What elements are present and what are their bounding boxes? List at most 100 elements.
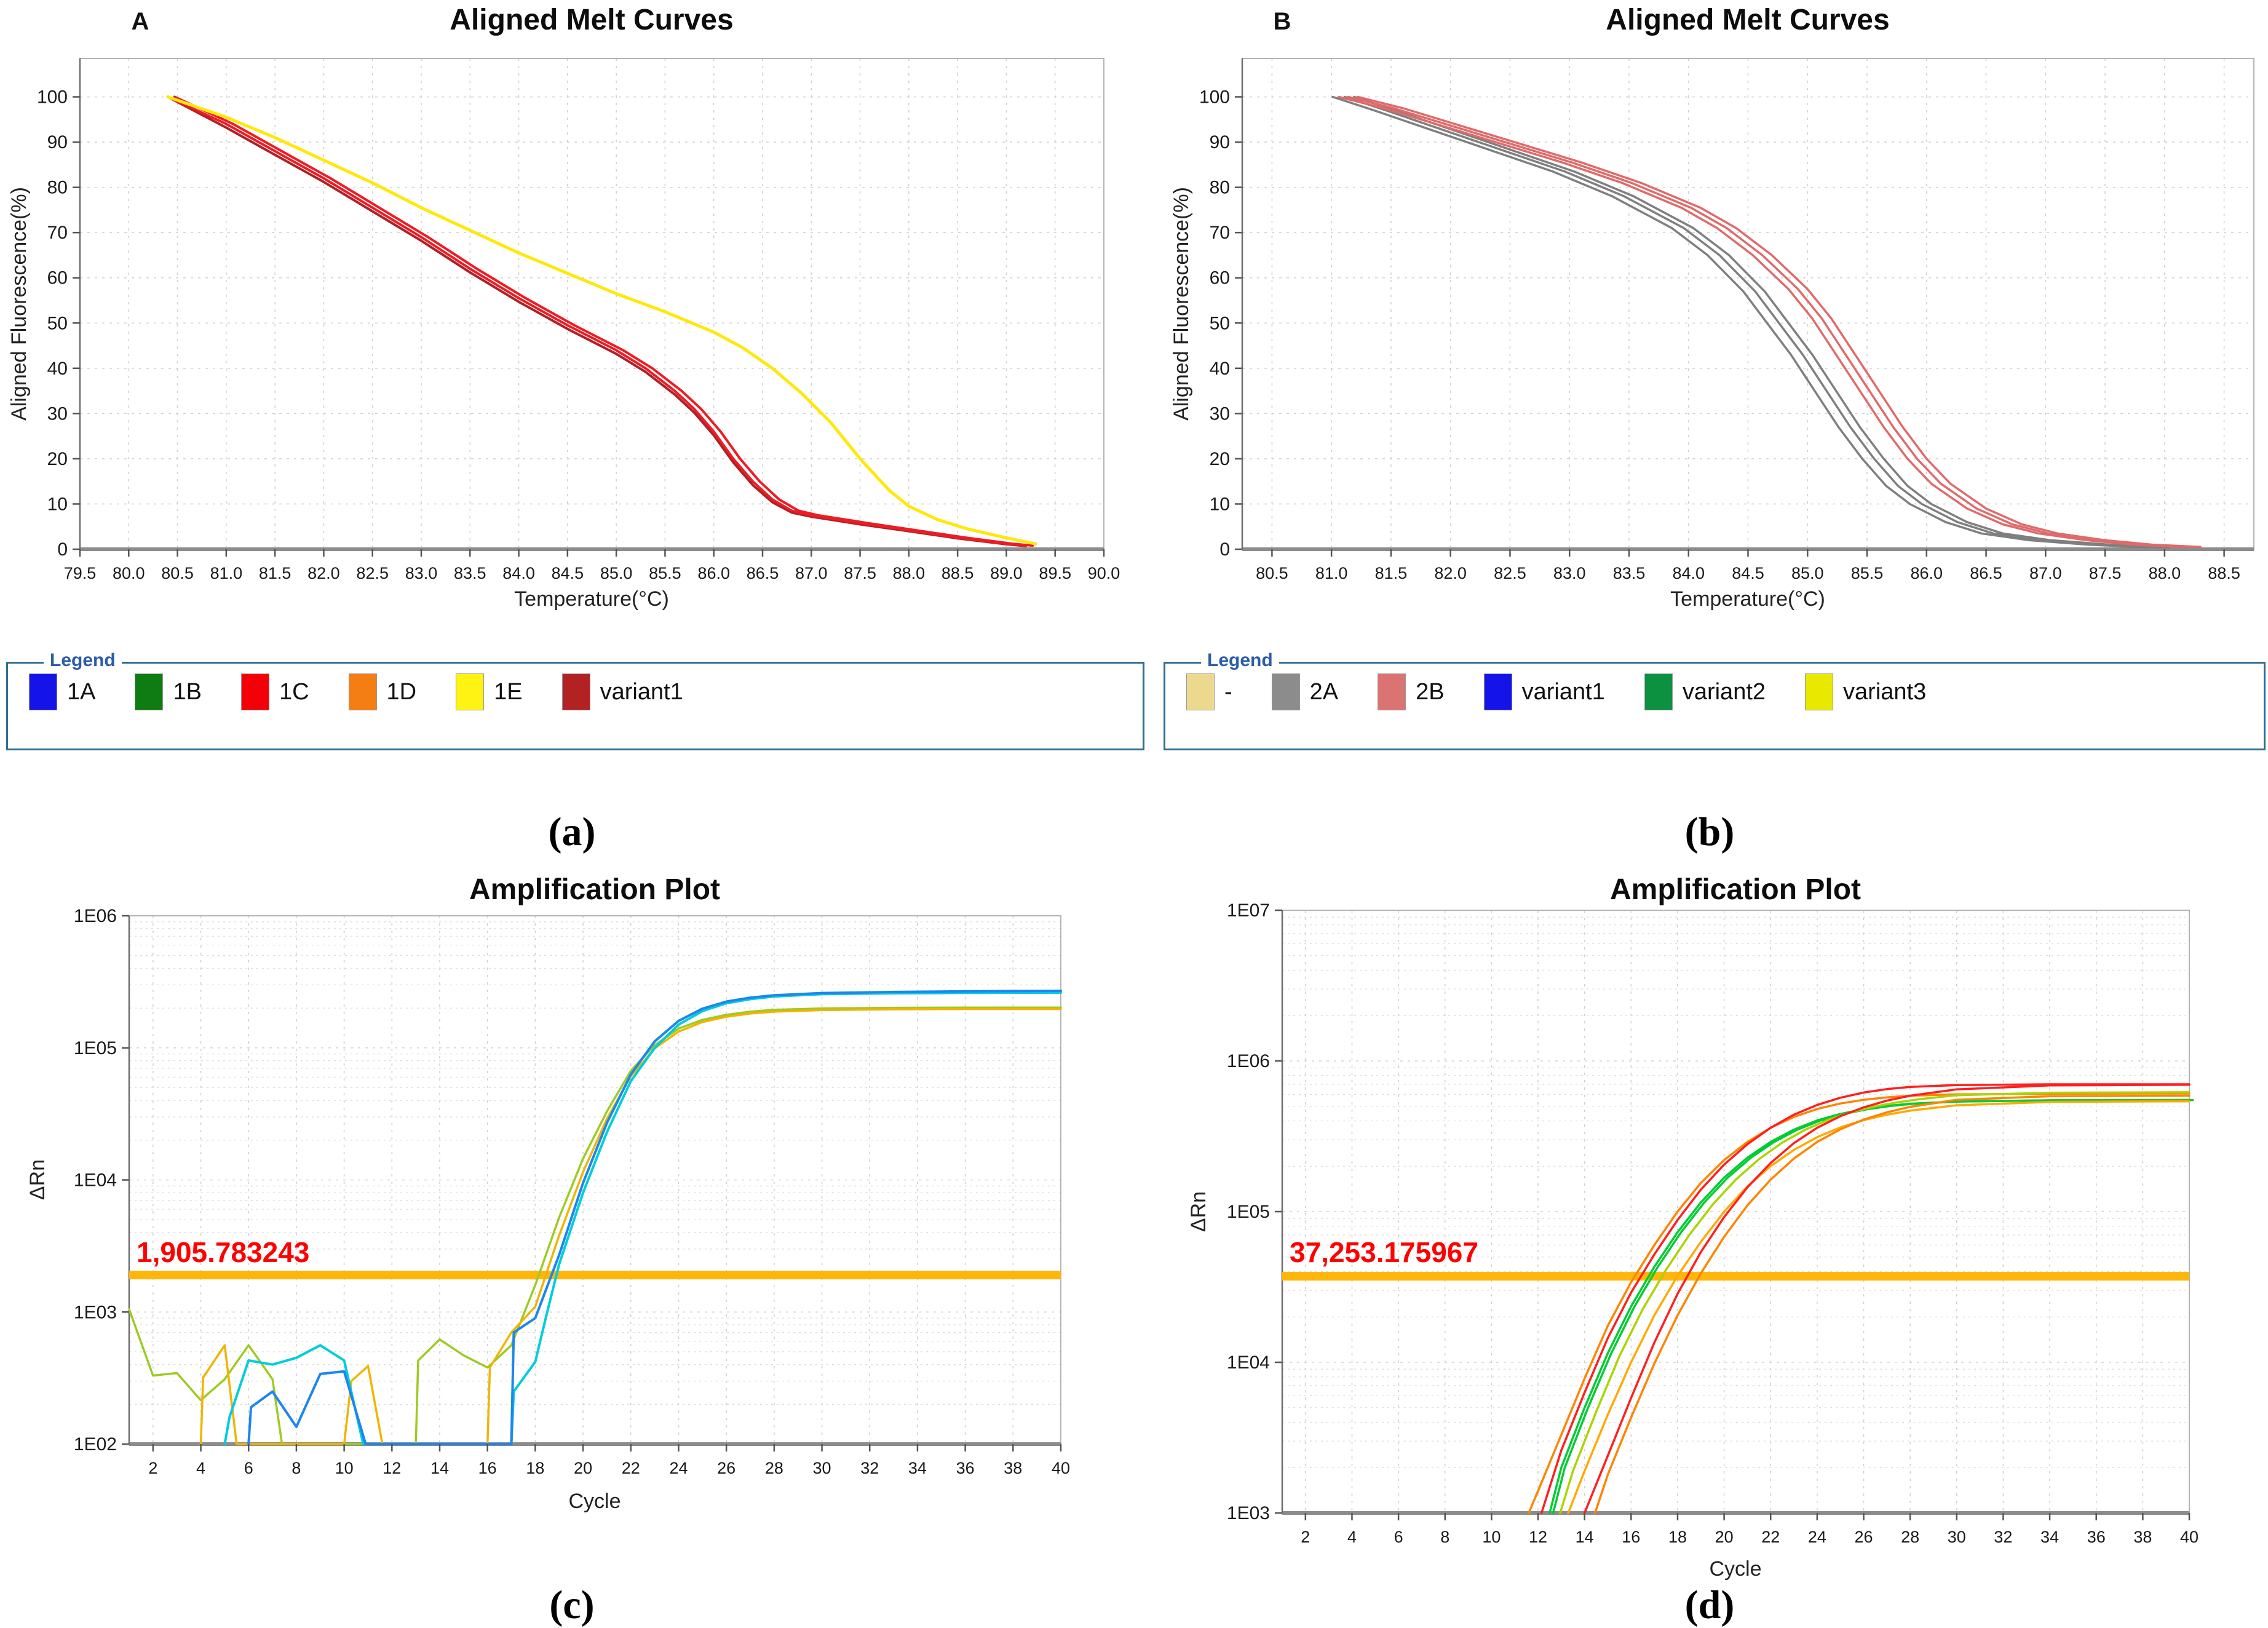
series-well-orange-2 xyxy=(1593,1094,2191,1514)
svg-text:70: 70 xyxy=(1210,223,1230,243)
svg-text:1E05: 1E05 xyxy=(1227,1202,1270,1222)
svg-text:86.0: 86.0 xyxy=(1911,564,1943,582)
legend-entry-label: 1D xyxy=(386,678,417,705)
chart-title: Aligned Melt Curves xyxy=(1606,4,1889,36)
y-axis-label: ΔRn xyxy=(1187,1191,1210,1232)
svg-text:28: 28 xyxy=(765,1459,783,1477)
svg-text:86.0: 86.0 xyxy=(697,564,730,582)
svg-text:24: 24 xyxy=(669,1459,688,1477)
svg-text:34: 34 xyxy=(2040,1528,2059,1546)
svg-text:83.0: 83.0 xyxy=(405,564,438,582)
x-axis-label: Cycle xyxy=(568,1490,621,1513)
legend-swatch xyxy=(1644,673,1673,710)
svg-text:81.5: 81.5 xyxy=(259,564,291,582)
y-axis-label: Aligned Fluorescence(%) xyxy=(1170,187,1193,421)
svg-text:1E03: 1E03 xyxy=(1227,1503,1270,1523)
series-2B xyxy=(1338,95,2183,549)
series-well-green xyxy=(1548,1098,2191,1514)
threshold-label: 1,905.783243 xyxy=(137,1236,309,1268)
svg-text:1E04: 1E04 xyxy=(1227,1352,1270,1373)
svg-text:88.0: 88.0 xyxy=(893,564,926,582)
svg-text:10: 10 xyxy=(47,494,68,514)
svg-text:90: 90 xyxy=(1210,132,1230,153)
svg-text:18: 18 xyxy=(526,1459,544,1477)
svg-text:85.5: 85.5 xyxy=(649,564,681,582)
legend-entry-1B: 1B xyxy=(135,673,202,710)
legend-caption: Legend xyxy=(1201,650,1279,671)
series-well-yellowgreen xyxy=(1559,1091,2191,1514)
svg-text:84.0: 84.0 xyxy=(502,564,535,582)
svg-text:38: 38 xyxy=(1004,1459,1022,1477)
svg-text:86.5: 86.5 xyxy=(1970,564,2002,582)
svg-text:82.0: 82.0 xyxy=(307,564,340,582)
svg-text:30: 30 xyxy=(1210,403,1230,424)
series-well-blue xyxy=(247,990,1062,1445)
svg-text:36: 36 xyxy=(2087,1528,2106,1546)
svg-text:20: 20 xyxy=(1210,449,1230,469)
legend-entry-variant1: variant1 xyxy=(1483,673,1605,710)
svg-text:24: 24 xyxy=(1808,1528,1826,1546)
svg-text:22: 22 xyxy=(622,1459,640,1477)
svg-text:10: 10 xyxy=(1210,494,1230,514)
svg-text:81.0: 81.0 xyxy=(1315,564,1348,582)
svg-text:60: 60 xyxy=(1210,268,1230,288)
svg-text:18: 18 xyxy=(1668,1528,1687,1546)
legend-entry-1C: 1C xyxy=(240,673,309,710)
x-axis-label: Cycle xyxy=(1709,1557,1761,1581)
series-1C xyxy=(166,95,1028,547)
svg-text:14: 14 xyxy=(430,1459,449,1477)
series-well-gold xyxy=(199,1007,1062,1445)
svg-text:30: 30 xyxy=(813,1459,831,1477)
svg-text:4: 4 xyxy=(1347,1528,1357,1546)
legend-entry-label: 1C xyxy=(279,678,309,705)
sublabel-c: (c) xyxy=(549,1582,595,1627)
svg-text:81.5: 81.5 xyxy=(1375,564,1408,582)
svg-text:87.0: 87.0 xyxy=(2029,564,2062,582)
svg-text:50: 50 xyxy=(1210,313,1230,333)
svg-text:1E05: 1E05 xyxy=(74,1038,117,1058)
svg-text:80.5: 80.5 xyxy=(161,564,194,582)
svg-text:12: 12 xyxy=(383,1459,401,1477)
svg-text:40: 40 xyxy=(1210,359,1230,379)
legend-caption: Legend xyxy=(44,650,122,671)
legend-entry-1E: 1E xyxy=(456,673,523,710)
legend-box-b: Legend - 2A 2B variant1 variant2 variant3 xyxy=(1164,650,2266,750)
svg-text:40: 40 xyxy=(2180,1528,2199,1546)
series-2B xyxy=(1356,95,2202,549)
svg-text:60: 60 xyxy=(47,268,68,288)
svg-text:80: 80 xyxy=(1210,178,1230,198)
series-2A xyxy=(1331,95,2149,549)
chart-title: Aligned Melt Curves xyxy=(450,4,733,36)
series-well-gold xyxy=(1567,1100,2191,1514)
svg-text:87.5: 87.5 xyxy=(844,564,876,582)
svg-text:6: 6 xyxy=(1394,1528,1403,1546)
svg-text:20: 20 xyxy=(47,449,68,469)
x-axis-label: Temperature(°C) xyxy=(514,587,669,611)
legend-swatch xyxy=(1483,673,1512,710)
legend-entry-label: - xyxy=(1224,678,1232,705)
svg-text:16: 16 xyxy=(478,1459,497,1477)
legend-swatch xyxy=(348,673,377,710)
svg-text:83.5: 83.5 xyxy=(1613,564,1646,582)
svg-text:82.0: 82.0 xyxy=(1434,564,1467,582)
svg-text:87.5: 87.5 xyxy=(2089,564,2122,582)
svg-text:22: 22 xyxy=(1761,1528,1780,1546)
svg-text:28: 28 xyxy=(1901,1528,1919,1546)
svg-text:83.5: 83.5 xyxy=(454,564,486,582)
svg-text:90: 90 xyxy=(47,132,68,153)
svg-text:89.5: 89.5 xyxy=(1039,564,1071,582)
chart-melt-b: 80.5 81.0 81.5 82.0 82.5 83.0 83.5 84.0 84.5 85.0… xyxy=(1170,4,2254,611)
series-well-red-1 xyxy=(1540,1083,2191,1514)
svg-text:1E04: 1E04 xyxy=(74,1170,117,1191)
svg-text:36: 36 xyxy=(956,1459,975,1477)
y-axis-label: Aligned Fluorescence(%) xyxy=(7,187,31,421)
svg-text:84.5: 84.5 xyxy=(552,564,584,582)
svg-text:88.0: 88.0 xyxy=(2149,564,2181,582)
series-well-orange-1 xyxy=(1528,1092,2191,1514)
series-2A xyxy=(1343,95,2161,549)
svg-text:88.5: 88.5 xyxy=(942,564,974,582)
legend-entry-label: variant1 xyxy=(1521,678,1605,705)
svg-text:80.0: 80.0 xyxy=(113,564,145,582)
svg-text:82.5: 82.5 xyxy=(1494,564,1526,582)
